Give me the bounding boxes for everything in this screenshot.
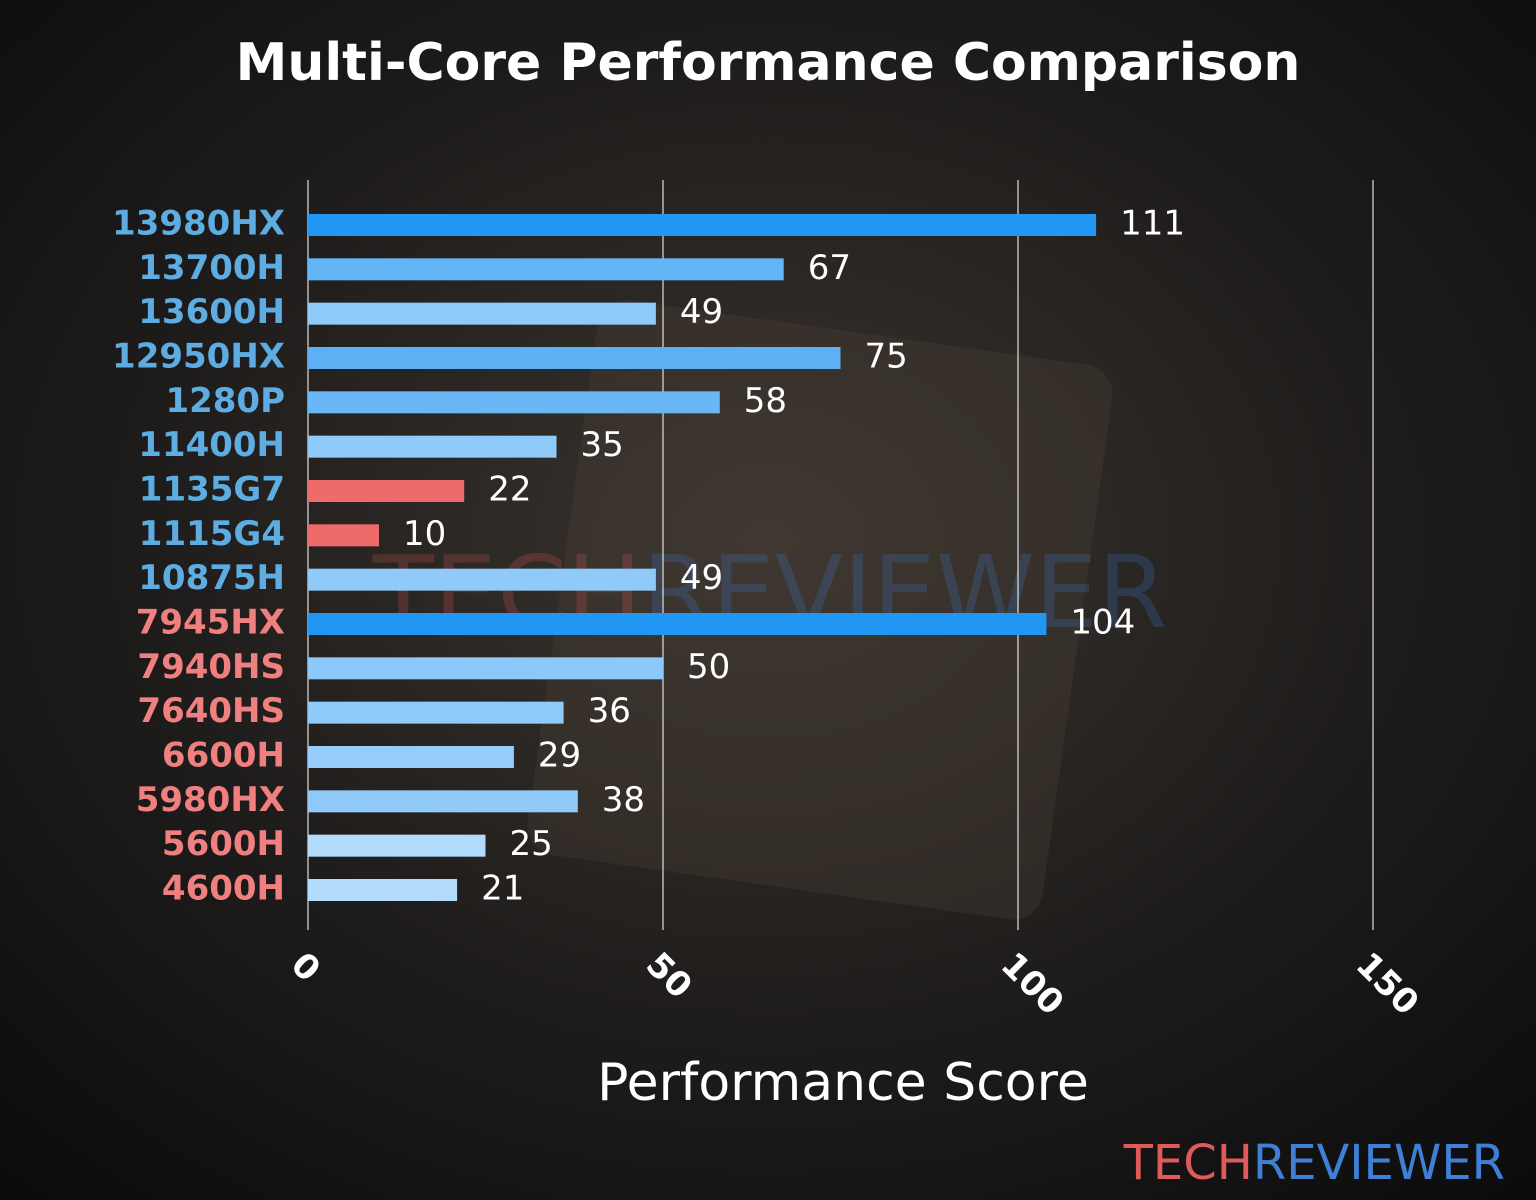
y-tick-label: 1115G4 bbox=[139, 514, 285, 554]
bar bbox=[308, 435, 557, 458]
y-tick-label: 4600H bbox=[162, 869, 285, 909]
logo: TECHREVIEWER bbox=[1123, 1135, 1505, 1191]
y-tick-label: 1280P bbox=[165, 381, 285, 421]
bar bbox=[308, 258, 784, 281]
y-tick-label: 12950HX bbox=[112, 337, 285, 377]
value-label: 35 bbox=[581, 425, 624, 465]
value-label: 104 bbox=[1070, 603, 1135, 643]
y-tick-label: 7945HX bbox=[136, 603, 285, 643]
value-label: 49 bbox=[680, 292, 723, 332]
bar bbox=[308, 214, 1097, 236]
bar bbox=[308, 391, 720, 414]
value-label: 50 bbox=[687, 647, 730, 687]
bar bbox=[308, 746, 514, 768]
y-tick-label: 5600H bbox=[162, 824, 285, 864]
value-label: 38 bbox=[602, 780, 645, 820]
value-label: 67 bbox=[808, 248, 851, 288]
y-tick-label: 5980HX bbox=[136, 780, 285, 820]
bar bbox=[308, 790, 578, 813]
value-label: 75 bbox=[865, 337, 908, 377]
bar bbox=[308, 480, 465, 502]
y-tick-label: 6600H bbox=[162, 736, 285, 776]
value-label: 49 bbox=[680, 558, 723, 598]
bar bbox=[308, 701, 564, 724]
x-axis-title: Performance Score bbox=[597, 1053, 1089, 1113]
bar bbox=[308, 879, 458, 901]
value-label: 21 bbox=[481, 869, 524, 909]
y-tick-label: 1135G7 bbox=[139, 470, 285, 510]
background-cpu bbox=[527, 300, 1113, 920]
y-tick-label: 7640HS bbox=[137, 691, 285, 731]
bar bbox=[308, 834, 486, 857]
y-tick-label: 7940HS bbox=[137, 647, 285, 687]
y-tick-label: 11400H bbox=[138, 425, 285, 465]
value-label: 22 bbox=[488, 470, 531, 510]
value-label: 58 bbox=[744, 381, 787, 421]
value-label: 29 bbox=[538, 736, 581, 776]
bar bbox=[308, 613, 1047, 635]
y-tick-label: 13600H bbox=[138, 292, 285, 332]
bar bbox=[308, 568, 656, 591]
chart-title: Multi-Core Performance Comparison bbox=[236, 33, 1301, 93]
bar bbox=[308, 524, 379, 547]
bar bbox=[308, 347, 841, 369]
value-label: 10 bbox=[403, 514, 446, 554]
value-label: 36 bbox=[588, 691, 631, 731]
y-tick-label: 13700H bbox=[138, 248, 285, 288]
value-label: 111 bbox=[1120, 204, 1185, 244]
logo-part: TECH bbox=[1123, 1135, 1253, 1191]
y-tick-label: 13980HX bbox=[112, 204, 285, 244]
bar bbox=[308, 657, 663, 680]
y-tick-label: 10875H bbox=[138, 558, 285, 598]
logo-part: REVIEWER bbox=[1253, 1135, 1505, 1191]
value-label: 25 bbox=[510, 824, 553, 864]
bar bbox=[308, 302, 656, 325]
